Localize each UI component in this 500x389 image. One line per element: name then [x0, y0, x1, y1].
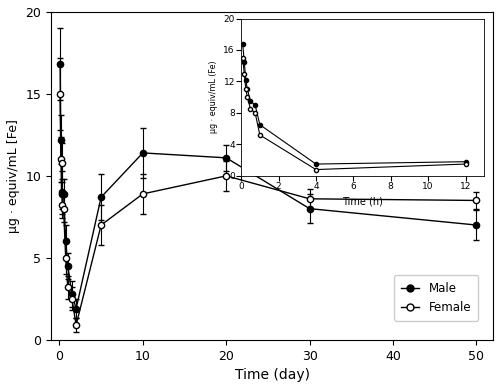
Y-axis label: μg · equiv/mL [Fe]: μg · equiv/mL [Fe]	[7, 119, 20, 233]
X-axis label: Time (day): Time (day)	[234, 368, 310, 382]
Legend: Male, Female: Male, Female	[394, 275, 478, 321]
